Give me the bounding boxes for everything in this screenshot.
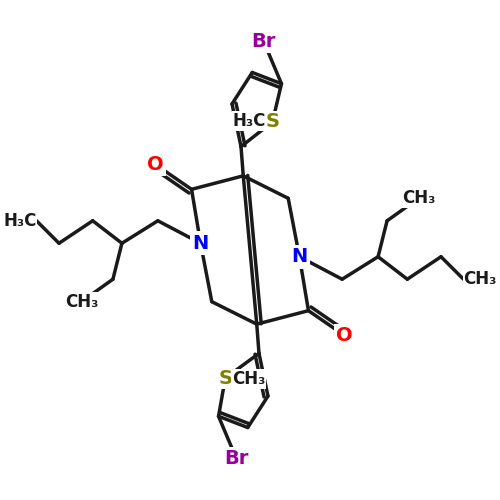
Text: N: N xyxy=(192,234,208,253)
Text: O: O xyxy=(148,155,164,174)
Text: CH₃: CH₃ xyxy=(402,190,435,208)
Text: Br: Br xyxy=(252,32,276,50)
Text: N: N xyxy=(292,247,308,266)
Text: S: S xyxy=(266,112,280,132)
Text: Br: Br xyxy=(224,450,248,468)
Text: O: O xyxy=(336,326,352,345)
Text: S: S xyxy=(218,368,232,388)
Text: CH₃: CH₃ xyxy=(232,370,266,388)
Text: CH₃: CH₃ xyxy=(65,292,98,310)
Text: H₃C: H₃C xyxy=(232,112,266,130)
Text: CH₃: CH₃ xyxy=(464,270,497,288)
Text: H₃C: H₃C xyxy=(3,212,36,230)
